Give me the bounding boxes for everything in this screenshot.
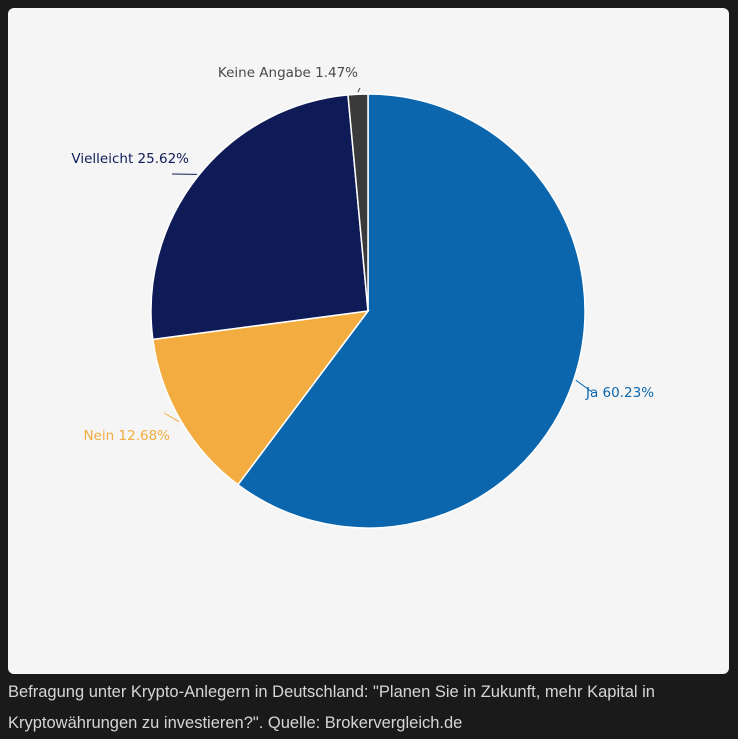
- chart-caption: Befragung unter Krypto-Anlegern in Deuts…: [8, 677, 732, 739]
- slice-label-keine-angabe: Keine Angabe 1.47%: [218, 65, 358, 81]
- slice-label-vielleicht: Vielleicht 25.62%: [71, 151, 189, 167]
- pie-slice-vielleicht: [151, 95, 368, 339]
- chart-card: Ja 60.23% Nein 12.68% Vielleicht 25.62% Kei…: [8, 8, 729, 674]
- pie-chart: Ja 60.23% Nein 12.68% Vielleicht 25.62% Kei…: [8, 8, 729, 674]
- leader-line-keine-angabe: [358, 88, 360, 92]
- slice-label-nein: Nein 12.68%: [84, 428, 171, 444]
- slice-label-ja: Ja 60.23%: [585, 385, 654, 401]
